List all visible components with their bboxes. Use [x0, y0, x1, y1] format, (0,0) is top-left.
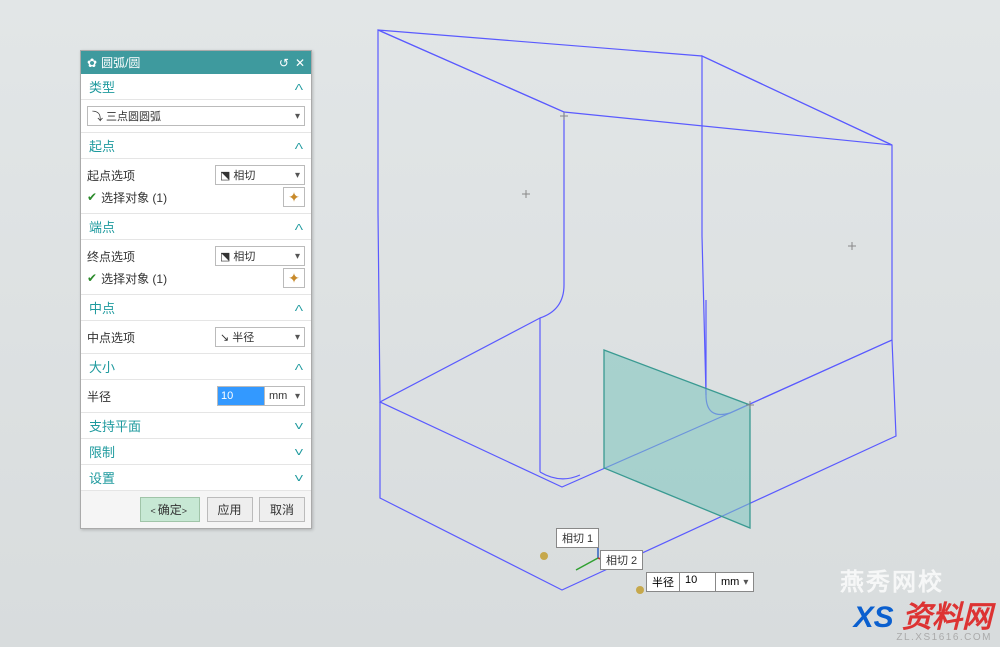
dialog-button-row: <确定> 应用 取消: [81, 491, 311, 528]
floating-radius-value[interactable]: 10: [680, 572, 716, 592]
chevron-up-icon: ᐱ: [295, 303, 303, 313]
type-dropdown[interactable]: ⤵三点圆圆弧 ▾: [87, 106, 305, 126]
section-size-body: 半径 10 mm▾: [81, 380, 311, 413]
check-icon: ✔: [87, 190, 97, 204]
end-option-label: 终点选项: [87, 248, 215, 265]
ok-button[interactable]: <确定>: [140, 497, 201, 522]
section-start-body: 起点选项 ⬔相切▾ ✔ 选择对象 (1) ✦: [81, 159, 311, 214]
apply-button[interactable]: 应用: [207, 497, 253, 522]
section-plane-header[interactable]: 支持平面 ᐯ: [81, 413, 311, 439]
section-size-header[interactable]: 大小 ᐱ: [81, 354, 311, 380]
end-select-add-button[interactable]: ✦: [283, 268, 305, 288]
wire-left-face: [378, 30, 564, 402]
arc-circle-dialog: ✿ 圆弧/圆 ↺ ✕ 类型 ᐱ ⤵三点圆圆弧 ▾ 起点 ᐱ 起点选项 ⬔相切▾: [80, 50, 312, 529]
radius-label: 半径: [87, 388, 217, 405]
wire-inner-round: [540, 472, 580, 479]
end-select-label: 选择对象 (1): [101, 270, 283, 287]
check-icon: ✔: [87, 271, 97, 285]
floating-radius-input[interactable]: 半径 10 mm▾: [646, 572, 754, 592]
chevron-down-icon: ᐯ: [295, 421, 303, 431]
marker-cross-1: [560, 112, 568, 120]
section-type-header[interactable]: 类型 ᐱ: [81, 74, 311, 100]
section-end-body: 终点选项 ⬔相切▾ ✔ 选择对象 (1) ✦: [81, 240, 311, 295]
mid-option-dropdown[interactable]: ↘半径▾: [215, 327, 305, 347]
datum-plane-face[interactable]: [604, 350, 750, 528]
marker-cross-3: [522, 190, 530, 198]
radius-input[interactable]: 10: [217, 386, 265, 406]
watermark-right: XS 资料网 ZL.XS1616.COM: [854, 592, 992, 643]
reset-icon[interactable]: ↺: [279, 56, 289, 70]
start-select-label: 选择对象 (1): [101, 189, 283, 206]
dialog-titlebar[interactable]: ✿ 圆弧/圆 ↺ ✕: [81, 51, 311, 74]
gear-icon[interactable]: ✿: [87, 56, 97, 70]
handle-1[interactable]: [540, 552, 548, 560]
section-mid-header[interactable]: 中点 ᐱ: [81, 295, 311, 321]
close-icon[interactable]: ✕: [295, 56, 305, 70]
start-option-label: 起点选项: [87, 167, 215, 184]
chevron-up-icon: ᐱ: [295, 222, 303, 232]
section-settings-header[interactable]: 设置 ᐯ: [81, 465, 311, 491]
section-start-header[interactable]: 起点 ᐱ: [81, 133, 311, 159]
chevron-down-icon: ᐯ: [295, 447, 303, 457]
marker-cross-4: [848, 242, 856, 250]
chevron-up-icon: ᐱ: [295, 82, 303, 92]
section-mid-body: 中点选项 ↘半径▾: [81, 321, 311, 354]
end-option-dropdown[interactable]: ⬔相切▾: [215, 246, 305, 266]
start-select-add-button[interactable]: ✦: [283, 187, 305, 207]
dialog-title-text: 圆弧/圆: [101, 54, 140, 71]
chevron-up-icon: ᐱ: [295, 362, 303, 372]
floating-radius-label: 半径: [646, 572, 680, 592]
tag-tangent-2[interactable]: 相切 2: [600, 550, 643, 570]
tag-tangent-1[interactable]: 相切 1: [556, 528, 599, 548]
handle-2[interactable]: [636, 586, 644, 594]
wire-top-face: [378, 30, 892, 145]
wire-right-face: [702, 56, 892, 415]
chevron-up-icon: ᐱ: [295, 141, 303, 151]
start-option-dropdown[interactable]: ⬔相切▾: [215, 165, 305, 185]
floating-radius-unit[interactable]: mm▾: [716, 572, 754, 592]
section-type-body: ⤵三点圆圆弧 ▾: [81, 100, 311, 133]
section-end-header[interactable]: 端点 ᐱ: [81, 214, 311, 240]
chevron-down-icon: ᐯ: [295, 473, 303, 483]
unit-dropdown[interactable]: mm▾: [265, 386, 305, 406]
cancel-button[interactable]: 取消: [259, 497, 305, 522]
section-limit-header[interactable]: 限制 ᐯ: [81, 439, 311, 465]
mid-option-label: 中点选项: [87, 329, 215, 346]
